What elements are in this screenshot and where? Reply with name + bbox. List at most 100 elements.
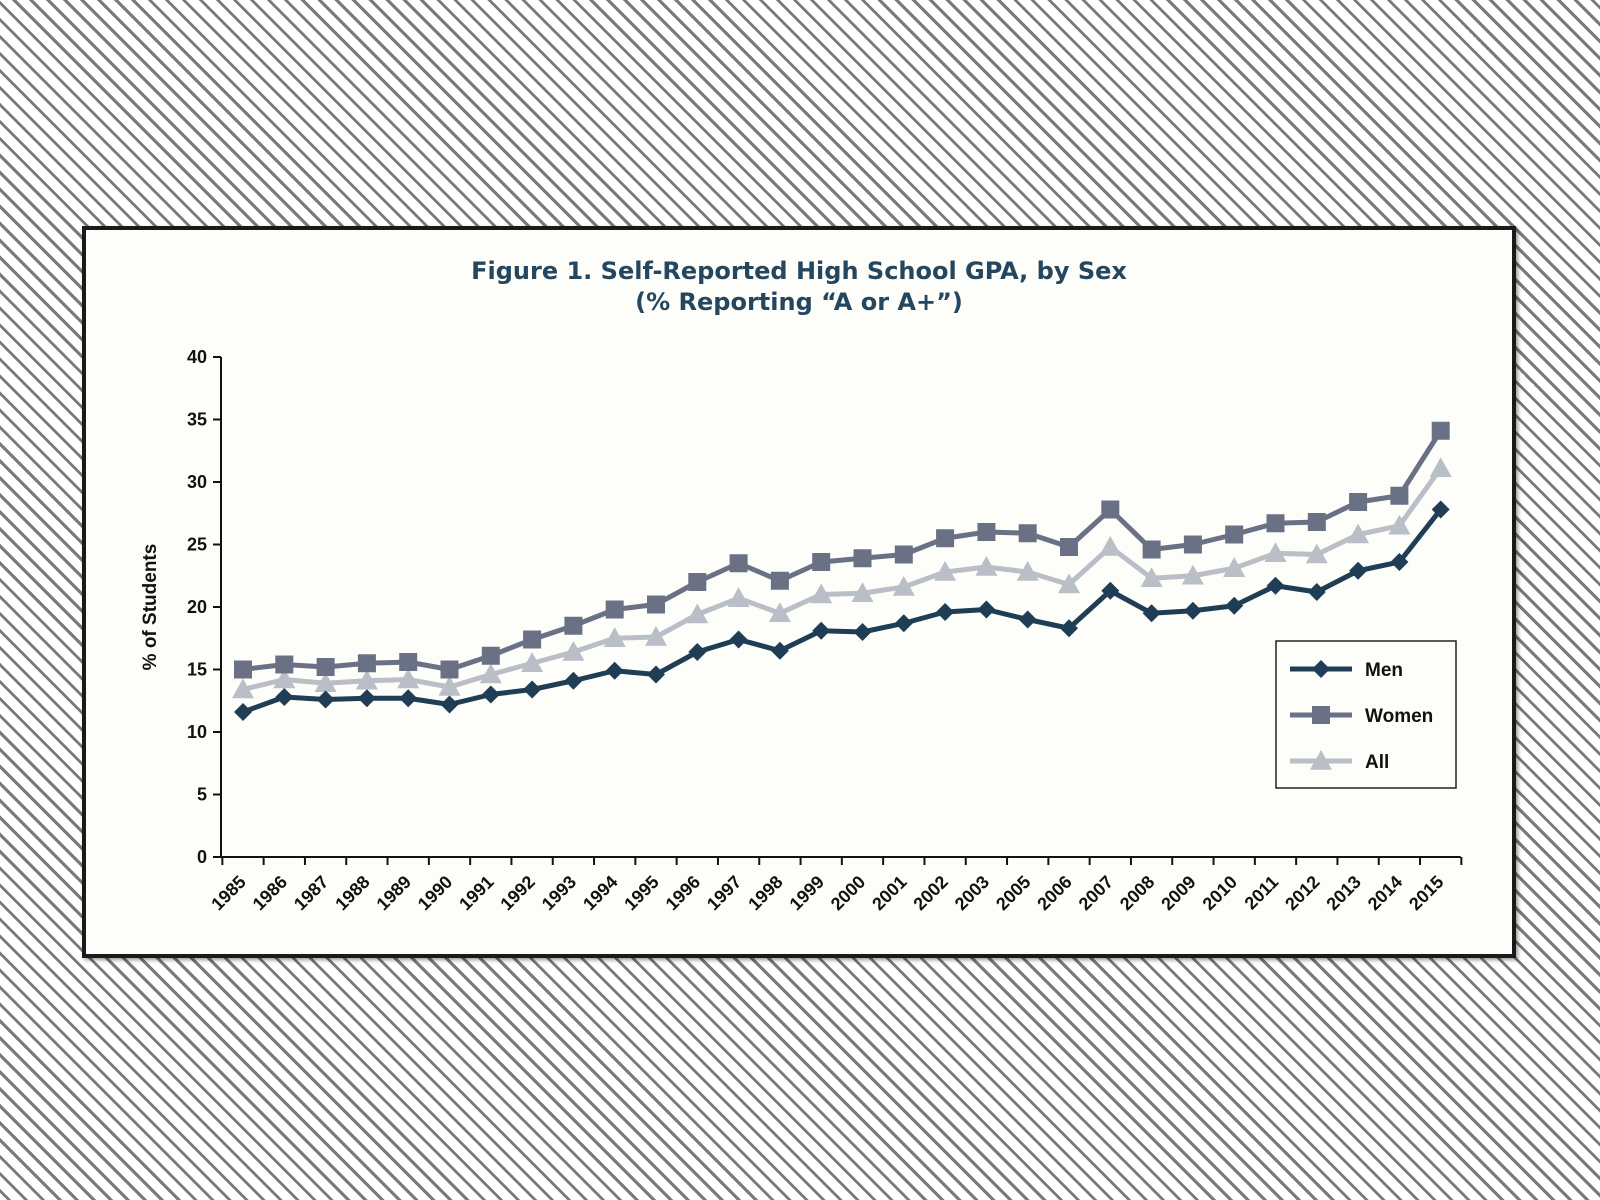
data-point-women xyxy=(1266,514,1285,533)
y-tick-label: 40 xyxy=(187,347,207,367)
data-point-men xyxy=(1307,583,1326,601)
data-point-women xyxy=(1018,524,1037,543)
chart-title: Figure 1. Self-Reported High School GPA,… xyxy=(471,257,1127,285)
data-point-men xyxy=(1183,601,1202,620)
data-point-all xyxy=(479,663,502,684)
data-point-men xyxy=(564,671,583,690)
y-tick-label: 30 xyxy=(187,472,207,492)
y-tick-label: 25 xyxy=(187,535,207,555)
data-point-all xyxy=(934,561,957,581)
data-point-women xyxy=(729,554,748,573)
data-point-men xyxy=(1018,610,1037,629)
data-point-women xyxy=(1183,535,1202,554)
series-all xyxy=(232,457,1452,699)
data-point-all xyxy=(1264,542,1287,563)
figure-panel: Figure 1. Self-Reported High School GPA,… xyxy=(82,226,1516,958)
data-point-all xyxy=(562,641,585,661)
data-point-all xyxy=(1016,561,1039,581)
data-point-men xyxy=(605,661,624,680)
x-tick-label: 1997 xyxy=(703,872,745,914)
data-point-men xyxy=(647,665,665,684)
data-point-all xyxy=(1058,573,1080,594)
data-point-men xyxy=(853,623,872,641)
x-tick-label: 2005 xyxy=(992,872,1034,914)
data-point-women xyxy=(977,523,996,541)
data-point-all xyxy=(355,669,378,690)
data-point-men xyxy=(936,603,955,621)
data-point-women xyxy=(234,660,252,679)
data-point-men xyxy=(275,688,294,706)
data-point-all xyxy=(810,583,833,604)
chart-subtitle: (% Reporting “A or A+”) xyxy=(635,288,963,316)
data-point-women xyxy=(647,595,665,614)
data-point-women xyxy=(853,549,872,568)
data-point-all xyxy=(1388,514,1411,535)
data-point-men xyxy=(440,695,459,714)
data-point-men xyxy=(770,641,789,660)
data-point-women xyxy=(894,545,913,564)
data-point-all xyxy=(975,556,998,576)
x-tick-label: 2006 xyxy=(1033,872,1075,914)
x-tick-label: 1985 xyxy=(207,872,249,914)
x-tick-label: 2014 xyxy=(1364,872,1406,914)
data-point-men xyxy=(1431,500,1450,519)
data-point-all xyxy=(645,626,667,646)
data-point-men xyxy=(1266,576,1285,595)
y-tick-label: 20 xyxy=(187,597,207,617)
legend-label-women: Women xyxy=(1365,706,1433,727)
legend-item-women: Women xyxy=(1290,706,1433,727)
data-point-men xyxy=(399,689,418,708)
data-point-all xyxy=(1305,543,1328,564)
x-tick-label: 2003 xyxy=(951,872,993,914)
x-tick-label: 1991 xyxy=(455,872,497,914)
data-point-men xyxy=(1349,561,1368,580)
data-point-women xyxy=(440,660,459,679)
x-tick-label: 1987 xyxy=(290,872,332,914)
data-point-women xyxy=(1101,500,1120,519)
x-tick-label: 2011 xyxy=(1241,872,1283,914)
data-point-all xyxy=(521,652,544,673)
x-tick-label: 2001 xyxy=(868,872,910,914)
data-point-women xyxy=(1142,540,1161,559)
legend-label-men: Men xyxy=(1365,660,1403,681)
series-men xyxy=(234,500,1450,721)
data-point-women xyxy=(1349,493,1368,511)
x-tick-label: 1998 xyxy=(744,872,786,914)
data-point-all xyxy=(851,582,874,603)
x-tick-label: 2008 xyxy=(1116,872,1158,914)
data-point-men xyxy=(523,680,542,699)
x-tick-label: 1990 xyxy=(414,872,456,914)
y-tick-label: 0 xyxy=(197,847,207,867)
data-point-women xyxy=(523,630,542,649)
data-point-women xyxy=(316,658,335,676)
y-tick-label: 5 xyxy=(197,785,207,805)
data-point-men xyxy=(977,600,996,619)
x-tick-label: 1995 xyxy=(620,872,662,914)
data-point-women xyxy=(812,553,831,571)
x-tick-label: 2012 xyxy=(1281,872,1323,914)
data-point-all xyxy=(1223,557,1246,578)
legend-marker-all xyxy=(1310,750,1332,770)
data-point-all xyxy=(438,676,461,696)
series-line-all xyxy=(242,466,1443,692)
data-point-women xyxy=(1307,513,1326,531)
data-point-women xyxy=(605,600,624,619)
x-tick-label: 1988 xyxy=(331,872,373,914)
data-point-men xyxy=(894,614,913,633)
data-point-men xyxy=(688,643,707,661)
x-tick-label: 1989 xyxy=(373,872,415,914)
data-point-all xyxy=(232,678,254,699)
data-point-men xyxy=(729,630,748,649)
y-axis-title: % of Students xyxy=(140,544,161,671)
x-tick-label: 1992 xyxy=(496,872,538,914)
y-tick-label: 35 xyxy=(187,410,207,430)
x-axis: 1985198619871988198919901991199219931994… xyxy=(207,856,1463,914)
y-axis: 0 5 10 15 20 25 30 35 40 % of Students xyxy=(140,347,222,867)
data-point-all xyxy=(1347,523,1370,544)
y-tick-label: 15 xyxy=(187,660,207,680)
x-tick-label: 1993 xyxy=(538,872,580,914)
x-tick-label: 1994 xyxy=(579,872,621,914)
data-point-men xyxy=(481,685,500,704)
data-point-men xyxy=(812,621,831,640)
